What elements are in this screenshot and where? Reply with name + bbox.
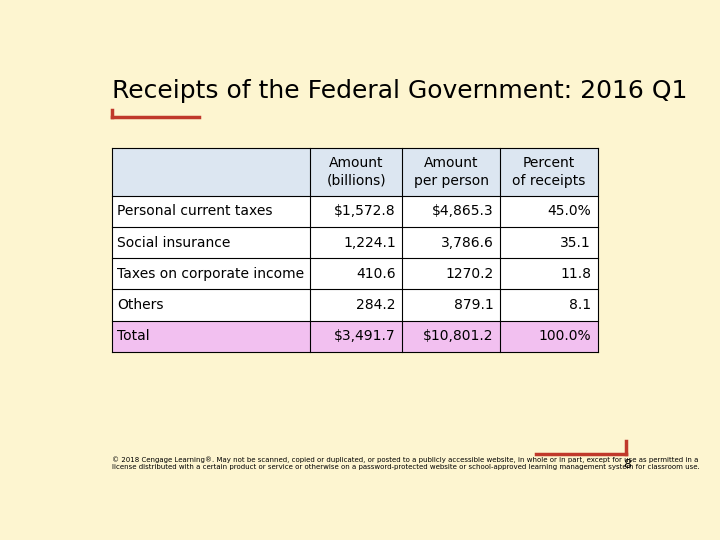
Text: Total: Total bbox=[117, 329, 150, 343]
Bar bbox=[112, 148, 598, 196]
Text: $1,572.8: $1,572.8 bbox=[334, 204, 396, 218]
Text: 11.8: 11.8 bbox=[560, 267, 591, 281]
Bar bbox=[112, 258, 598, 289]
Text: 410.6: 410.6 bbox=[356, 267, 396, 281]
Text: Personal current taxes: Personal current taxes bbox=[117, 204, 272, 218]
Text: Social insurance: Social insurance bbox=[117, 235, 230, 249]
Bar bbox=[112, 321, 598, 352]
Text: Receipts of the Federal Government: 2016 Q1: Receipts of the Federal Government: 2016… bbox=[112, 79, 688, 103]
Bar bbox=[112, 196, 598, 227]
Text: 284.2: 284.2 bbox=[356, 298, 396, 312]
Text: Percent
of receipts: Percent of receipts bbox=[512, 156, 585, 187]
Text: Others: Others bbox=[117, 298, 163, 312]
Text: $4,865.3: $4,865.3 bbox=[432, 204, 493, 218]
Text: 8.1: 8.1 bbox=[569, 298, 591, 312]
Text: 35.1: 35.1 bbox=[560, 235, 591, 249]
Text: © 2018 Cengage Learning®. May not be scanned, copied or duplicated, or posted to: © 2018 Cengage Learning®. May not be sca… bbox=[112, 456, 700, 470]
Bar bbox=[112, 227, 598, 258]
Text: $3,491.7: $3,491.7 bbox=[334, 329, 396, 343]
Text: 1270.2: 1270.2 bbox=[445, 267, 493, 281]
Text: 8: 8 bbox=[624, 458, 631, 471]
Text: 45.0%: 45.0% bbox=[547, 204, 591, 218]
Text: Amount
(billions): Amount (billions) bbox=[327, 156, 386, 187]
Text: $10,801.2: $10,801.2 bbox=[423, 329, 493, 343]
Text: 1,224.1: 1,224.1 bbox=[343, 235, 396, 249]
Text: Amount
per person: Amount per person bbox=[414, 156, 489, 187]
Text: Taxes on corporate income: Taxes on corporate income bbox=[117, 267, 304, 281]
Text: 100.0%: 100.0% bbox=[539, 329, 591, 343]
Text: 879.1: 879.1 bbox=[454, 298, 493, 312]
Text: 3,786.6: 3,786.6 bbox=[441, 235, 493, 249]
Bar bbox=[112, 289, 598, 321]
